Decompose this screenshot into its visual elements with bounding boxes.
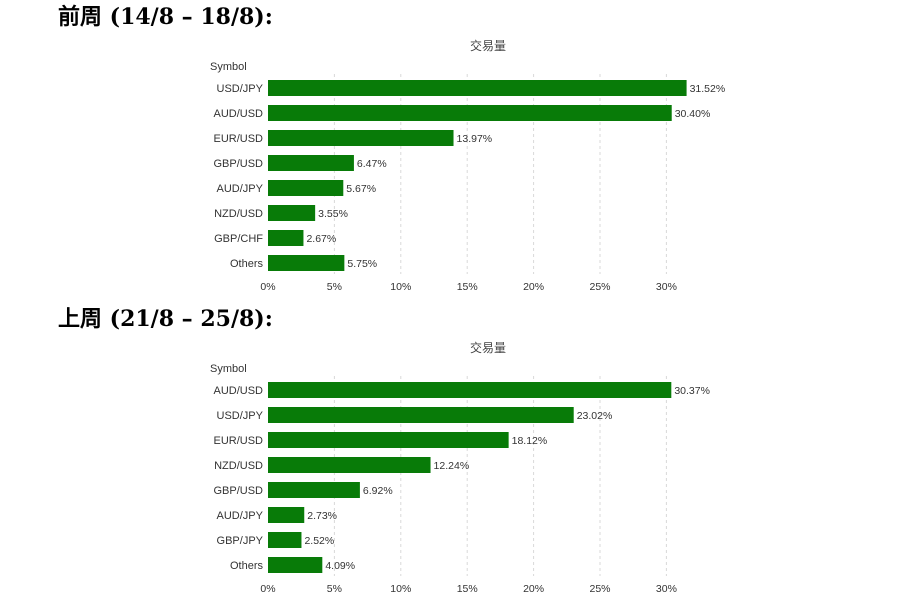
bar [268,407,574,423]
category-label: AUD/USD [213,385,263,397]
data-label: 12.24% [434,460,470,472]
section-heading-last-week: 上周 (21/8 – 25/8): [58,306,273,332]
y-axis-label: Symbol [210,363,247,375]
category-label: Others [230,560,264,572]
bar [268,507,305,523]
data-label: 31.52% [690,83,726,95]
category-label: GBP/USD [213,485,263,497]
bar [268,482,360,498]
data-label: 4.09% [325,560,355,572]
data-label: 3.55% [318,208,348,220]
bar-chart-previous-week: 交易量 Symbol 0% 5% 10% 15% 20% 25% 30% USD/JPY 31.52… [210,38,726,293]
bar [268,557,323,573]
chart-title: 交易量 [470,340,506,355]
bar [268,382,672,398]
category-label: NZD/USD [214,460,263,472]
category-label: GBP/JPY [217,535,264,547]
x-tick-label: 10% [390,583,411,595]
data-label: 30.40% [675,108,711,120]
x-tick-label: 10% [390,281,411,293]
category-label: EUR/USD [213,133,263,145]
category-label: AUD/JPY [217,510,264,522]
x-tick-label: 20% [523,281,544,293]
data-label: 6.47% [357,158,387,170]
x-tick-label: 15% [457,583,478,595]
x-tick-label: 0% [260,281,275,293]
bar [268,432,509,448]
category-label: USD/JPY [217,83,264,95]
bar [268,80,687,96]
data-label: 2.52% [304,535,334,547]
bar [268,457,431,473]
section-heading-previous-week: 前周 (14/8 – 18/8): [58,4,273,30]
x-tick-label: 0% [260,583,275,595]
bar-chart-last-week: 交易量 Symbol 0% 5% 10% 15% 20% 25% 30% AUD/USD 30.37… [210,340,710,595]
category-label: GBP/USD [213,158,263,170]
data-label: 23.02% [577,410,613,422]
bar [268,105,672,121]
category-label: GBP/CHF [214,233,263,245]
bar [268,130,454,146]
x-tick-label: 15% [457,281,478,293]
category-label: NZD/USD [214,208,263,220]
category-label: AUD/JPY [217,183,264,195]
category-label: USD/JPY [217,410,264,422]
x-tick-label: 5% [327,583,342,595]
bar [268,180,344,196]
category-label: AUD/USD [213,108,263,120]
bar [268,155,354,171]
x-tick-label: 20% [523,583,544,595]
x-tick-label: 30% [656,281,677,293]
x-tick-label: 25% [589,583,610,595]
category-label: EUR/USD [213,435,263,447]
x-tick-label: 30% [656,583,677,595]
bar [268,230,304,246]
x-tick-label: 5% [327,281,342,293]
bar [268,205,316,221]
data-label: 30.37% [674,385,710,397]
category-label: Others [230,258,264,270]
data-label: 2.73% [307,510,337,522]
bar [268,255,345,271]
data-label: 18.12% [512,435,548,447]
y-axis-label: Symbol [210,61,247,73]
data-label: 5.75% [347,258,377,270]
data-label: 2.67% [306,233,336,245]
data-label: 6.92% [363,485,393,497]
x-tick-label: 25% [589,281,610,293]
bar [268,532,302,548]
data-label: 13.97% [457,133,493,145]
data-label: 5.67% [346,183,376,195]
chart-title: 交易量 [470,38,506,53]
